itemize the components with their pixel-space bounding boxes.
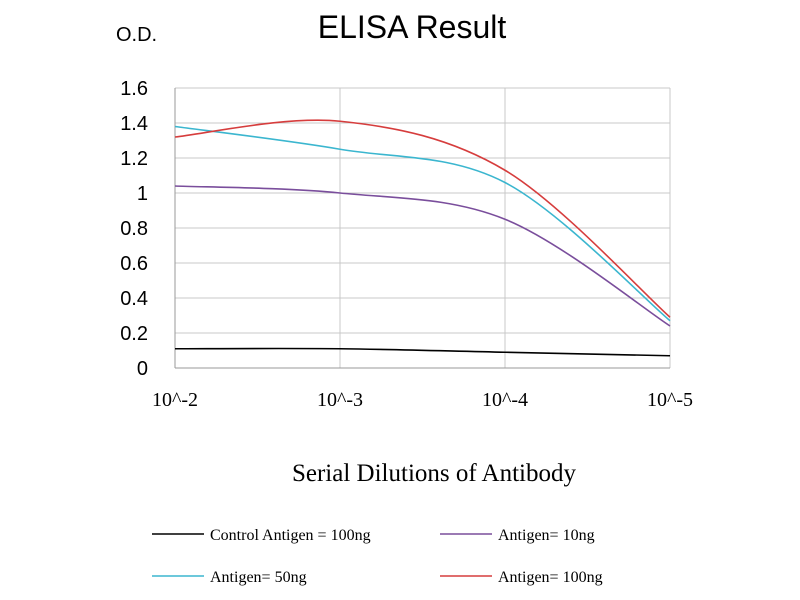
x-tick-label: 10^-5 — [647, 389, 693, 411]
y-tick-label: 1.4 — [120, 113, 148, 135]
series-line-3 — [174, 119, 671, 318]
y-tick-label: 0.6 — [120, 253, 148, 275]
legend: Control Antigen = 100ng Antigen= 10ng Anti… — [152, 527, 603, 586]
y-tick-label: 1.2 — [120, 148, 148, 170]
series-line-2 — [174, 125, 671, 322]
y-tick-label: 0 — [137, 358, 148, 380]
series-lines — [174, 119, 671, 357]
y-tick-label: 0.8 — [120, 218, 148, 240]
series-line-1 — [174, 185, 671, 327]
y-tick-label: 0.4 — [120, 288, 148, 310]
y-tick-label: 1.6 — [120, 78, 148, 100]
legend-label: Antigen= 100ng — [498, 569, 603, 586]
gridlines — [174, 87, 671, 369]
legend-label: Antigen= 50ng — [210, 569, 307, 586]
y-tick-labels: 0 0.2 0.4 0.6 0.8 1 1.2 1.4 1.6 — [120, 78, 148, 380]
y-tick-label: 1 — [137, 183, 148, 205]
x-tick-label: 10^-2 — [152, 389, 198, 411]
y-tick-label: 0.2 — [120, 323, 148, 345]
series-line-0 — [174, 347, 671, 357]
x-tick-label: 10^-4 — [482, 389, 528, 411]
legend-label: Control Antigen = 100ng — [210, 527, 371, 544]
y-axis-label: O.D. — [116, 24, 157, 46]
legend-label: Antigen= 10ng — [498, 527, 595, 544]
x-tick-label: 10^-3 — [317, 389, 363, 411]
chart-title: ELISA Result — [318, 9, 507, 45]
x-tick-labels: 10^-2 10^-3 10^-4 10^-5 — [152, 389, 693, 411]
x-axis-label: Serial Dilutions of Antibody — [292, 460, 577, 487]
